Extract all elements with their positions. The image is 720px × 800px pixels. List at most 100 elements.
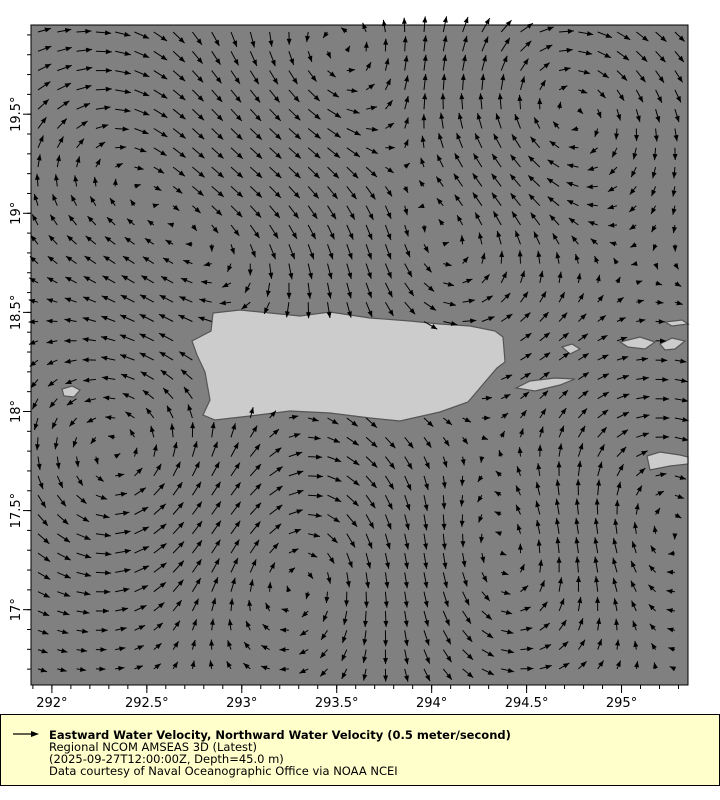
velocity-arrow	[578, 333, 589, 342]
velocity-arrow	[578, 661, 587, 670]
velocity-arrow	[172, 541, 185, 554]
velocity-arrow	[597, 354, 609, 361]
velocity-arrow	[577, 639, 586, 650]
velocity-arrow	[674, 109, 680, 123]
velocity-arrow	[520, 646, 534, 652]
velocity-arrow	[37, 475, 44, 490]
velocity-arrow	[597, 294, 604, 303]
velocity-arrow	[517, 94, 523, 110]
velocity-arrow	[191, 598, 200, 612]
velocity-arrow	[263, 301, 271, 315]
velocity-arrow	[539, 62, 551, 71]
velocity-arrow	[462, 668, 474, 678]
velocity-arrow	[575, 556, 581, 573]
velocity-arrow	[64, 358, 77, 364]
velocity-arrow	[37, 116, 47, 129]
velocity-arrow	[674, 50, 685, 63]
velocity-arrow	[538, 559, 544, 573]
velocity-arrow	[65, 255, 77, 265]
x-tick-label: 295°	[606, 696, 637, 711]
velocity-arrow	[459, 235, 465, 245]
velocity-arrow	[46, 359, 58, 366]
velocity-arrow	[327, 552, 335, 564]
velocity-arrow	[566, 181, 579, 187]
velocity-arrow	[442, 417, 453, 426]
velocity-arrow	[384, 572, 390, 589]
velocity-arrow	[520, 40, 532, 52]
velocity-arrow	[279, 647, 289, 653]
velocity-arrow	[422, 73, 428, 90]
velocity-arrow	[208, 660, 214, 669]
velocity-arrow	[423, 495, 429, 511]
velocity-arrow	[192, 108, 205, 121]
velocity-arrow	[535, 500, 541, 515]
velocity-arrow	[187, 404, 193, 419]
velocity-arrow	[95, 49, 112, 55]
velocity-arrow	[172, 521, 185, 535]
velocity-arrow	[530, 136, 541, 149]
velocity-arrow	[230, 147, 244, 159]
velocity-arrow	[655, 109, 661, 123]
velocity-arrow	[511, 211, 521, 226]
velocity-arrow	[631, 260, 638, 266]
velocity-arrow	[134, 50, 150, 59]
velocity-arrow	[249, 579, 254, 592]
velocity-arrow	[76, 666, 87, 672]
velocity-arrow	[538, 270, 544, 284]
velocity-arrow	[115, 646, 126, 652]
velocity-arrow	[578, 352, 590, 361]
velocity-arrow	[630, 166, 637, 178]
velocity-arrow	[549, 140, 560, 149]
velocity-arrow	[95, 647, 107, 653]
velocity-arrow	[655, 472, 667, 478]
velocity-arrow	[587, 166, 598, 171]
velocity-arrow	[65, 378, 77, 385]
velocity-arrow	[441, 73, 447, 90]
velocity-arrow	[288, 548, 299, 554]
velocity-arrow	[288, 244, 296, 260]
velocity-arrow	[462, 649, 474, 661]
velocity-arrow	[632, 620, 638, 631]
velocity-arrow	[119, 354, 135, 361]
velocity-arrow	[421, 224, 427, 233]
velocity-arrow	[632, 147, 638, 160]
velocity-arrow	[145, 407, 155, 419]
velocity-arrow	[115, 626, 127, 632]
velocity-arrow	[172, 89, 186, 101]
velocity-arrow	[307, 51, 313, 63]
velocity-arrow	[37, 98, 50, 110]
velocity-arrow	[327, 436, 341, 443]
velocity-arrow	[249, 443, 261, 457]
velocity-arrow	[635, 89, 644, 103]
velocity-arrow	[648, 603, 656, 612]
legend-dataset: Regional NCOM AMSEAS 3D (Latest)	[49, 740, 258, 754]
vector-map: 292° 292.5° 293° 293.5° 294° 294.5° 295° 19.5°…	[9, 16, 690, 711]
velocity-arrow	[95, 608, 110, 614]
velocity-arrow	[288, 224, 298, 240]
velocity-arrow	[326, 302, 332, 319]
velocity-arrow	[537, 98, 543, 110]
velocity-arrow	[596, 617, 602, 631]
velocity-arrow	[549, 214, 560, 226]
velocity-arrow	[517, 250, 523, 264]
velocity-arrow	[438, 132, 444, 148]
velocity-arrow	[668, 550, 675, 556]
velocity-arrow	[383, 591, 389, 608]
velocity-arrow	[66, 398, 77, 406]
velocity-arrow	[423, 572, 429, 589]
velocity-arrow	[269, 447, 282, 457]
velocity-arrow	[384, 552, 390, 569]
velocity-arrow	[37, 667, 48, 673]
x-tick-label: 294.5°	[505, 696, 549, 711]
velocity-arrow	[167, 222, 175, 228]
velocity-arrow	[308, 454, 323, 460]
velocity-arrow	[667, 627, 676, 633]
velocity-arrow	[100, 335, 116, 342]
velocity-arrow	[365, 166, 378, 178]
velocity-arrow	[574, 537, 580, 554]
velocity-arrow	[76, 628, 89, 634]
velocity-arrow	[404, 475, 412, 491]
velocity-arrow	[673, 262, 679, 270]
velocity-arrow	[203, 261, 212, 267]
velocity-arrow	[616, 70, 628, 81]
